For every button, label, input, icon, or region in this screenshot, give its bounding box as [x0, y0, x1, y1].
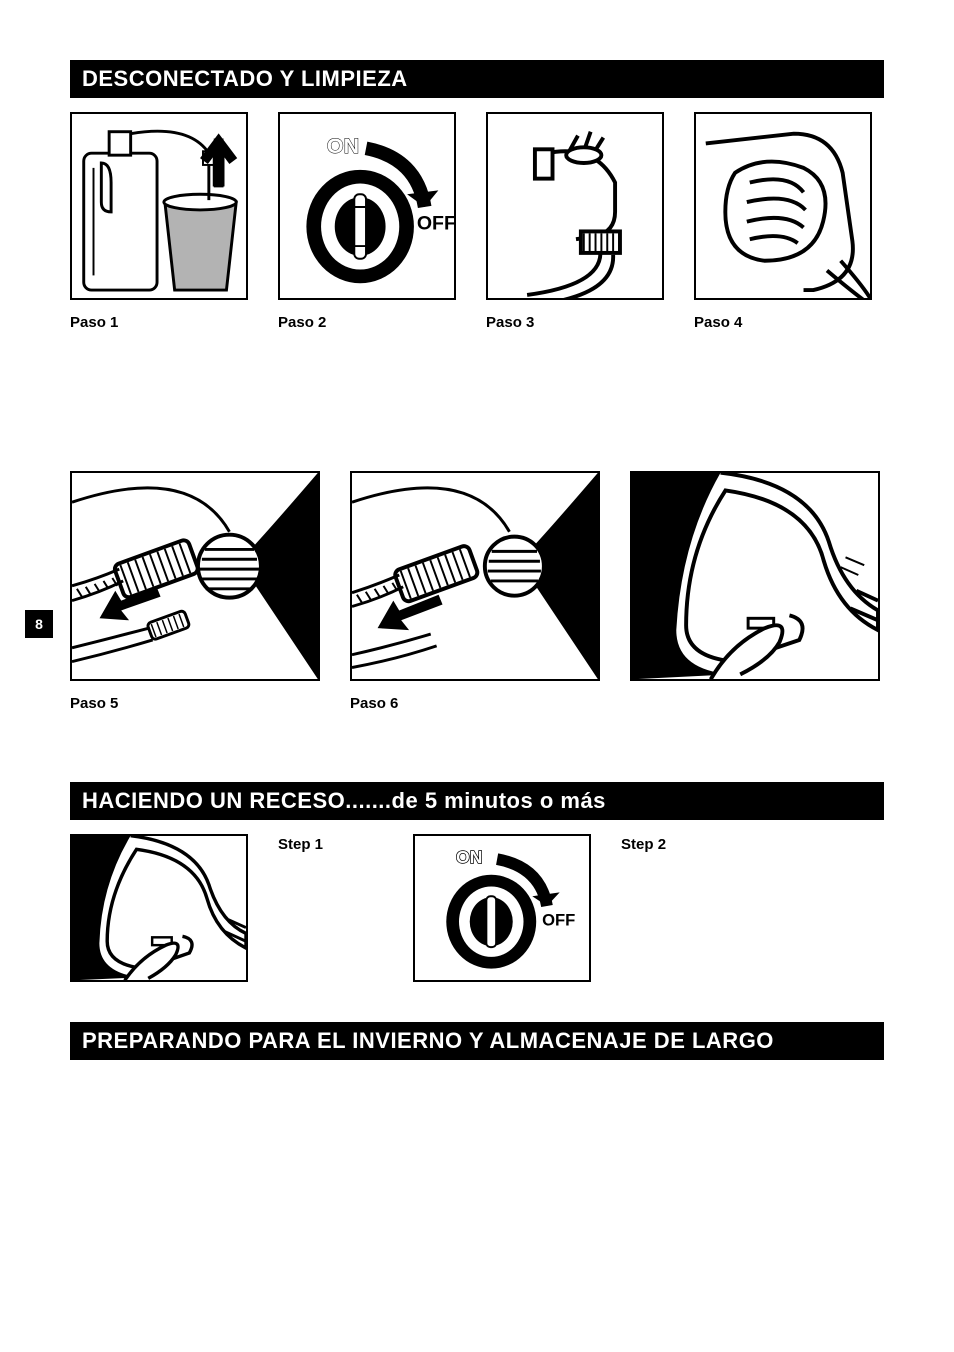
- step-label: Paso 5: [70, 695, 320, 712]
- illustration-spray-gun-lock-small: [70, 834, 248, 982]
- step-label: Step 1: [278, 834, 323, 982]
- section-header-disconnect: DESCONECTADO Y LIMPIEZA: [70, 60, 884, 98]
- page-number-tab: 8: [25, 610, 53, 638]
- illustration-dial-onoff-small: ON ON OFF: [413, 834, 591, 982]
- step-paso6: Paso 6: [350, 471, 600, 712]
- step-label: Paso 1: [70, 314, 248, 331]
- svg-text:ON: ON: [456, 847, 482, 867]
- section-header-winter: PREPARANDO PARA EL INVIERNO Y ALMACENAJE…: [70, 1022, 884, 1060]
- illustration-jug-bucket: [70, 112, 248, 300]
- step-step2: ON ON OFF: [413, 834, 591, 982]
- step-label: Paso 6: [350, 695, 600, 712]
- step-paso2: ON ON OFF Paso 2: [278, 112, 456, 331]
- svg-text:OFF: OFF: [417, 212, 454, 234]
- steps-row-3: Step 1 ON ON OFF Step 2: [70, 834, 884, 982]
- section-header-recess: HACIENDO UN RECESO.......de 5 minutos o …: [70, 782, 884, 820]
- steps-row-2: Paso 5 Paso 6: [70, 471, 884, 712]
- svg-text:ON: ON: [327, 134, 359, 158]
- svg-text:OFF: OFF: [542, 911, 575, 930]
- step-unlabeled-gun: [630, 471, 880, 712]
- step-paso1: Paso 1: [70, 112, 248, 331]
- steps-row-1: Paso 1 ON ON OFF Paso 2: [70, 112, 884, 331]
- step-label: Paso 4: [694, 314, 872, 331]
- step-label: Paso 3: [486, 314, 664, 331]
- illustration-disconnect-hose-alt: [350, 471, 600, 681]
- illustration-dial-onoff: ON ON OFF: [278, 112, 456, 300]
- step-label: Paso 2: [278, 314, 456, 331]
- step-paso3: Paso 3: [486, 112, 664, 331]
- illustration-faucet: [486, 112, 664, 300]
- illustration-disconnect-hose: [70, 471, 320, 681]
- step-paso5: Paso 5: [70, 471, 320, 712]
- illustration-spray-gun-lock: [630, 471, 880, 681]
- illustration-hand-trigger: [694, 112, 872, 300]
- step-label: Step 2: [621, 834, 666, 982]
- step-paso4: Paso 4: [694, 112, 872, 331]
- step-step1: [70, 834, 248, 982]
